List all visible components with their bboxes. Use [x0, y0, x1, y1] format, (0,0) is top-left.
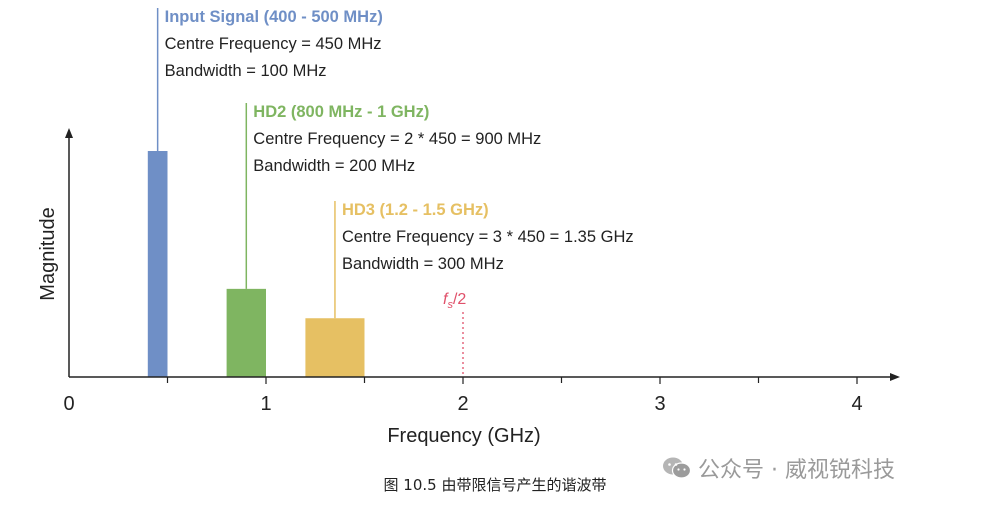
x-tick-label: 2 [457, 393, 468, 415]
annotation-line: Bandwidth = 100 MHz [165, 62, 327, 80]
y-axis-arrow [65, 128, 73, 138]
watermark-text: 公众号 · 威视锐科技 [698, 458, 895, 483]
annotation-title: HD2 (800 MHz - 1 GHz) [253, 103, 429, 121]
wechat-icon [663, 457, 692, 479]
x-tick-label: 3 [654, 393, 665, 415]
annotation-title: HD3 (1.2 - 1.5 GHz) [342, 201, 489, 219]
bar-2 [226, 288, 266, 377]
x-tick-label: 1 [260, 393, 271, 415]
figure-caption: 图 10.5 由带限信号产生的谐波带 [383, 476, 607, 494]
annotation-title: Input Signal (400 - 500 MHz) [165, 8, 383, 26]
bar-1 [147, 151, 168, 377]
annotation-line: Centre Frequency = 450 MHz [165, 35, 382, 53]
y-axis-label: Magnitude [37, 207, 59, 300]
watermark: 公众号 · 威视锐科技 [662, 452, 895, 484]
annotation-line: Bandwidth = 300 MHz [342, 255, 504, 273]
annotation-line: Centre Frequency = 3 * 450 = 1.35 GHz [342, 228, 634, 246]
x-tick-label: 4 [851, 393, 862, 415]
annotation-line: Bandwidth = 200 MHz [253, 157, 415, 175]
x-axis-label: Frequency (GHz) [387, 425, 540, 447]
x-tick-label: 0 [63, 393, 74, 415]
x-axis-arrow [890, 373, 900, 381]
annotation-line: Centre Frequency = 2 * 450 = 900 MHz [253, 130, 541, 148]
bar-3 [305, 318, 365, 377]
nyquist-marker-label: fs/2 [443, 291, 466, 311]
